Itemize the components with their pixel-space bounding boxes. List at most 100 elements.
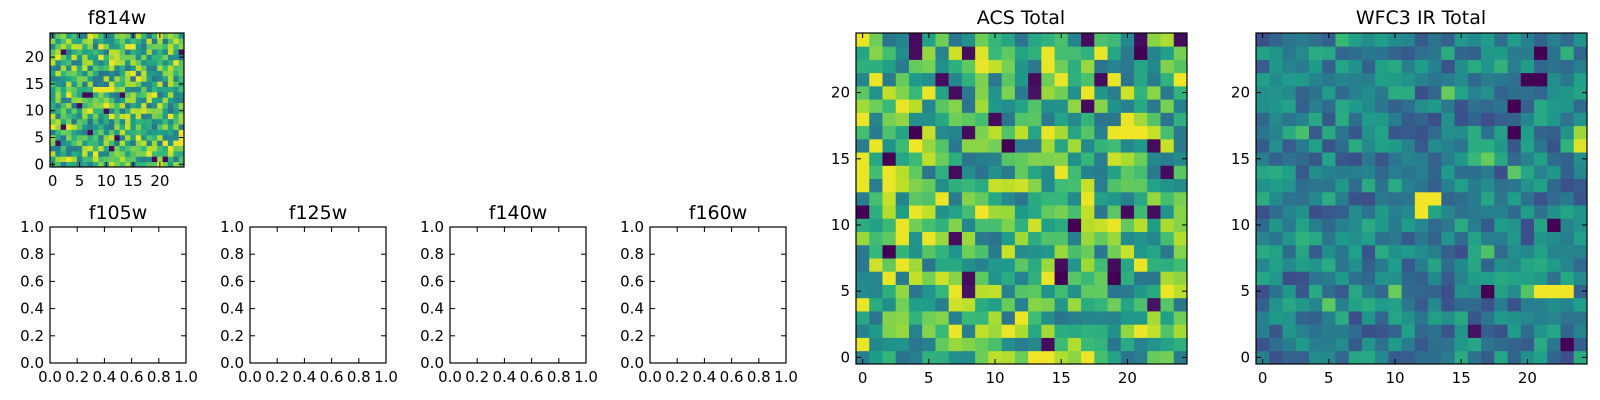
heatmap-cell [1014, 284, 1029, 299]
heatmap-cell [1067, 138, 1082, 153]
heatmap-cell [1001, 284, 1016, 299]
heatmap-cell [882, 337, 897, 352]
heatmap-cell [1134, 350, 1148, 365]
heatmap-cell [1094, 324, 1108, 338]
heatmap-cell [869, 297, 883, 312]
heatmap-cell [98, 43, 104, 50]
heatmap-cell [1573, 46, 1588, 60]
heatmap-cell [856, 99, 870, 113]
heatmap-cell [908, 112, 923, 127]
heatmap-cell [92, 54, 99, 61]
heatmap-cell [1361, 324, 1376, 338]
heatmap-cell [1520, 271, 1535, 285]
heatmap-cell [1507, 337, 1522, 352]
heatmap-cell [167, 49, 174, 55]
heatmap-cell [1441, 311, 1455, 325]
heatmap-cell [1467, 125, 1482, 140]
heatmap-cell [935, 284, 950, 299]
heatmap-cell [1173, 311, 1188, 325]
heatmap-cell [922, 191, 936, 206]
heatmap-cell [1428, 324, 1442, 338]
heatmap-cell [1547, 311, 1561, 325]
heatmap-cell [1134, 244, 1148, 259]
heatmap-cell [98, 113, 104, 120]
heatmap-cell [71, 124, 78, 130]
heatmap-cell [1467, 324, 1482, 338]
heatmap-cell [1481, 284, 1495, 299]
heatmap-cell [1573, 191, 1588, 206]
heatmap-cell [178, 70, 185, 77]
heatmap-cell [1094, 165, 1108, 180]
heatmap-cell [135, 91, 142, 98]
heatmap-cell [961, 46, 976, 60]
heatmap-cell [1256, 99, 1270, 113]
heatmap-cell [1388, 350, 1403, 365]
heatmap-cell [935, 271, 950, 285]
heatmap-cell [1388, 244, 1403, 259]
heatmap-cell [1401, 59, 1416, 74]
heatmap-cell [856, 59, 870, 74]
heatmap-cell [1028, 99, 1042, 113]
heatmap-cell [1256, 350, 1270, 365]
heatmap-cell [50, 150, 56, 157]
heatmap-cell [1560, 191, 1575, 206]
heatmap-cell [1001, 165, 1016, 180]
heatmap-cell [114, 145, 121, 152]
heatmap-cell [1081, 152, 1095, 166]
heatmap-cell [178, 49, 185, 55]
axes-frame [49, 226, 187, 364]
heatmap-cell [103, 49, 110, 55]
heatmap-cell [1041, 33, 1055, 47]
heatmap-cell [1107, 311, 1122, 325]
heatmap-cell [1401, 112, 1416, 127]
heatmap-cell [1335, 337, 1350, 352]
heatmap-cell [125, 108, 131, 114]
heatmap-cell [108, 161, 115, 168]
heatmap-cell [1428, 191, 1442, 206]
heatmap-cell [1001, 350, 1016, 365]
heatmap-cell [1269, 72, 1283, 87]
heatmap-cell [1573, 350, 1588, 365]
heatmap-cell [1494, 350, 1508, 365]
heatmap-cell [114, 140, 121, 146]
heatmap-cell [1428, 231, 1442, 246]
heatmap-cell [114, 156, 121, 163]
heatmap-cell [1120, 46, 1135, 60]
heatmap-cell [1054, 178, 1069, 193]
heatmap-cell [1134, 205, 1148, 219]
heatmap-cell [1147, 191, 1161, 206]
heatmap-cell [1081, 125, 1095, 140]
heatmap-cell [1335, 311, 1350, 325]
heatmap-cell [1467, 205, 1482, 219]
heatmap-cell [1160, 59, 1175, 74]
heatmap-cell [1388, 85, 1403, 100]
heatmap-cell [1282, 112, 1297, 127]
heatmap-cell [975, 46, 989, 60]
heatmap-cell [856, 33, 870, 47]
heatmap-cell [1388, 284, 1403, 299]
heatmap-cell [119, 161, 126, 168]
x-tick-label: 20 [1518, 369, 1537, 387]
heatmap-cell [92, 49, 99, 55]
axes-frame [649, 226, 787, 364]
heatmap-cell [60, 129, 67, 136]
heatmap-cell [1282, 337, 1297, 352]
heatmap-cell [92, 65, 99, 71]
x-tick-label: 1.0 [374, 368, 398, 386]
heatmap-cell [130, 70, 137, 77]
heatmap-cell [125, 102, 131, 109]
heatmap-cell [1547, 218, 1561, 232]
heatmap-cell [1107, 297, 1122, 312]
heatmap-cell [167, 102, 174, 109]
heatmap-cell [1388, 72, 1403, 87]
heatmap-cell [1001, 297, 1016, 312]
heatmap-cell [975, 85, 989, 100]
heatmap-cell [66, 70, 72, 77]
heatmap-cell [141, 65, 147, 71]
heatmap-cell [1308, 324, 1323, 338]
heatmap-cell [882, 46, 897, 60]
heatmap-cell [178, 113, 185, 120]
heatmap-cell [1001, 46, 1016, 60]
heatmap-cell [1481, 337, 1495, 352]
heatmap-cell [1134, 258, 1148, 272]
